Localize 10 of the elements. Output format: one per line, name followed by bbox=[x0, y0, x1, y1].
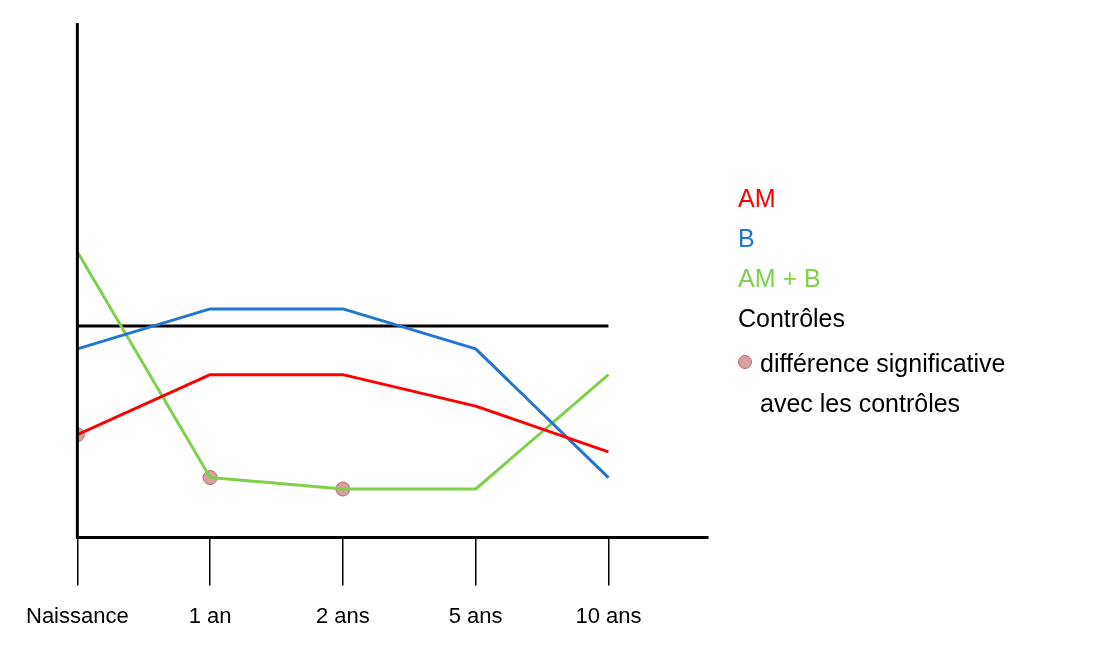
text: B bbox=[738, 223, 755, 254]
x-tick-label: 1 an bbox=[188, 602, 232, 628]
text: AM bbox=[738, 183, 776, 214]
legend-label: différence significative avec les contrôles bbox=[760, 348, 1007, 419]
text: AM + B bbox=[738, 263, 821, 294]
x-tick-label: 10 ans bbox=[575, 602, 642, 628]
x-tick-label: 5 ans bbox=[448, 602, 503, 628]
x-tick-label: 2 ans bbox=[315, 602, 370, 628]
text: Contrôles bbox=[738, 303, 845, 334]
x-tick-label: Naissance bbox=[26, 602, 129, 628]
